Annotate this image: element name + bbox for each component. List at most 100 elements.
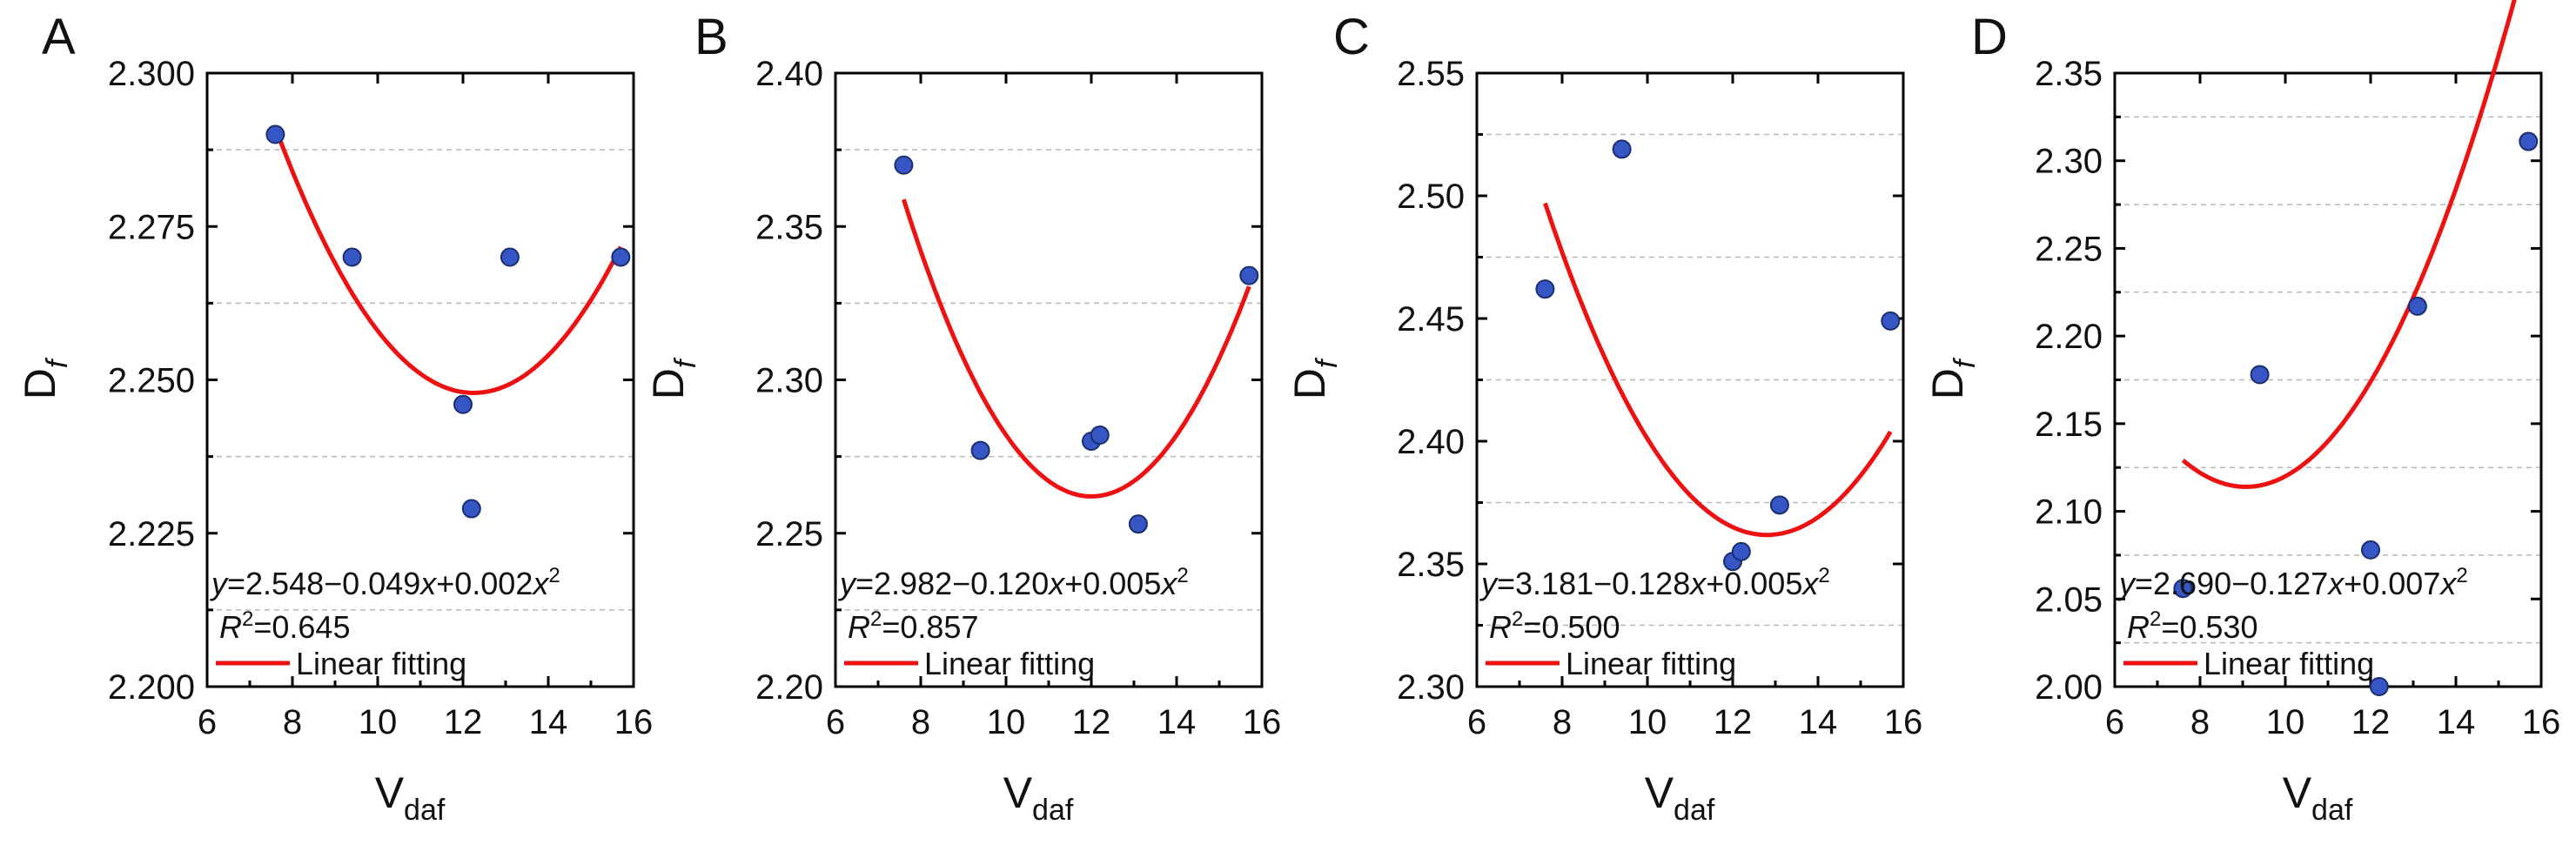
fit-equation: y=2.690−0.127x+0.007x2 — [2116, 564, 2468, 601]
y-tick-label: 2.250 — [108, 362, 195, 400]
data-point — [2369, 677, 2389, 696]
equation-exponent: 2 — [2456, 564, 2467, 587]
y-tick-label: 2.20 — [2035, 318, 2103, 356]
r2-exponent: 2 — [1512, 607, 1523, 631]
data-point — [2407, 296, 2427, 316]
equation-exponent: 2 — [548, 564, 560, 587]
data-point — [342, 247, 362, 267]
fit-curve — [2181, 0, 2517, 489]
x-axis-title: Vdaf — [2283, 768, 2353, 827]
legend-label: Linear fitting — [924, 646, 1095, 681]
equation-coef2: +0.005 — [1064, 566, 1161, 601]
equation-x: x — [1688, 566, 1707, 601]
x-tick-label: 12 — [444, 703, 483, 741]
panel-label: D — [1971, 9, 2008, 65]
y-tick-label: 2.35 — [755, 208, 823, 246]
x-tick-label: 14 — [1799, 703, 1838, 741]
x-tick-label: 12 — [1072, 703, 1111, 741]
x-tick-label: 6 — [198, 703, 217, 741]
legend: Linear fitting — [2123, 646, 2374, 681]
plot-frame — [2113, 71, 2543, 688]
y-tick-label: 2.30 — [2035, 143, 2103, 181]
x-tick-label: 8 — [911, 703, 930, 741]
y-tick-label: 2.35 — [2035, 55, 2103, 93]
equation-coef: =2.690−0.127 — [2135, 566, 2328, 601]
y-tick-label: 2.275 — [108, 208, 195, 246]
panel-d: D 2.00 2.05 2.10 2.15 2.20 2.25 2.30 2.35 6 8 10 12 1… — [1923, 0, 2560, 827]
x-tick-label: 14 — [2437, 703, 2476, 741]
x-tick-label: 16 — [1243, 703, 1282, 741]
x-tick-label: 6 — [1467, 703, 1486, 741]
data-point — [265, 124, 285, 144]
x-axis-title-main: V — [1003, 768, 1033, 817]
y-axis-title-main: D — [644, 368, 693, 399]
y-tick-label: 2.55 — [1397, 55, 1465, 93]
legend: Linear fitting — [844, 646, 1095, 681]
y-axis-title: Df — [1285, 357, 1344, 399]
panel-b: B 2.20 2.25 2.30 2.35 2.40 6 8 10 12 14 16 y=2.982−0… — [644, 9, 1281, 827]
panel-a: A 2.200 2.225 2.250 2.275 2.300 6 8 10 12 14 16 y=2.… — [16, 9, 653, 827]
data-point — [970, 440, 990, 460]
x-tick-label: 8 — [2190, 703, 2210, 741]
equation-exponent: 2 — [1818, 564, 1829, 587]
fit-equation: y=3.181−0.128x+0.005x2 — [1479, 564, 1830, 601]
fit-curve — [273, 126, 623, 396]
data-point — [1535, 279, 1555, 299]
plot-frame — [1475, 71, 1905, 688]
equation-coef2: +0.007 — [2344, 566, 2440, 601]
equation-y: y — [2116, 566, 2137, 601]
plot-frame — [834, 71, 1264, 688]
y-tick-label: 2.25 — [755, 515, 823, 553]
y-tick-label: 2.30 — [755, 362, 823, 400]
y-axis-title: Df — [1923, 357, 1982, 399]
y-tick-label: 2.300 — [108, 55, 195, 93]
y-tick-label: 2.15 — [2035, 406, 2103, 444]
data-point — [461, 499, 481, 519]
r2-symbol: R — [219, 609, 242, 645]
x-axis-title-main: V — [2283, 768, 2312, 817]
x-tick-label: 12 — [1714, 703, 1753, 741]
y-tick-label: 2.05 — [2035, 580, 2103, 619]
r2-exponent: 2 — [870, 607, 882, 631]
x-tick-label: 8 — [1553, 703, 1572, 741]
x-axis-title-sub: daf — [1032, 794, 1074, 827]
data-point — [2250, 365, 2270, 385]
x-axis-title-sub: daf — [1674, 794, 1715, 827]
r2-value: =0.645 — [253, 609, 350, 645]
y-tick-label: 2.30 — [1397, 668, 1465, 707]
r2-value: =0.857 — [882, 609, 978, 645]
r2-value: =0.500 — [1523, 609, 1620, 645]
data-point — [1881, 311, 1901, 331]
y-axis-title-main: D — [1923, 368, 1972, 399]
r2-symbol: R — [2127, 609, 2150, 645]
equation-x2: x — [1801, 566, 1820, 601]
data-point — [2173, 579, 2193, 599]
y-axis-title-main: D — [1285, 368, 1334, 399]
x-axis-title: Vdaf — [375, 768, 446, 827]
y-axis-title-sub: f — [1949, 357, 1982, 368]
data-point — [1731, 541, 1751, 561]
data-point — [1239, 265, 1259, 285]
panel-label: C — [1333, 9, 1370, 65]
panel-c: C 2.30 2.35 2.40 2.45 2.50 2.55 6 8 10 12 14 16 y=3.1… — [1285, 9, 1922, 827]
legend: Linear fitting — [1486, 646, 1736, 681]
x-axis-title: Vdaf — [1645, 768, 1715, 827]
y-tick-label: 2.10 — [2035, 493, 2103, 532]
x-axis-title-main: V — [1645, 768, 1674, 817]
x-tick-label: 10 — [1628, 703, 1667, 741]
legend-label: Linear fitting — [296, 646, 466, 681]
equation-y: y — [209, 566, 229, 601]
equation-x2: x — [1159, 566, 1178, 601]
x-tick-label: 10 — [2266, 703, 2305, 741]
r2-exponent: 2 — [242, 607, 253, 631]
data-point — [500, 247, 520, 267]
equation-x: x — [2326, 566, 2345, 601]
x-tick-label: 16 — [1884, 703, 1923, 741]
data-point — [2519, 131, 2539, 151]
fit-curve — [902, 198, 1251, 499]
r-squared: R2=0.645 — [219, 607, 350, 645]
panel-label: A — [42, 9, 76, 65]
equation-coef2: +0.002 — [436, 566, 533, 601]
y-axis-title: Df — [644, 357, 702, 399]
